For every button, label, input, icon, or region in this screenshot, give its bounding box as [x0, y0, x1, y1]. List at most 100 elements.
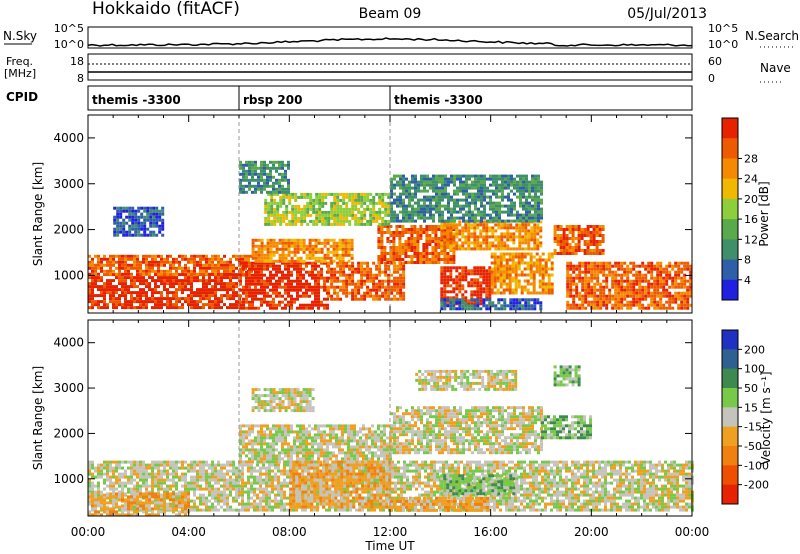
- heatmap-cell: [589, 252, 593, 255]
- heatmap-cell: [490, 267, 494, 271]
- heatmap-cell: [539, 304, 543, 308]
- heatmap-cell: [496, 270, 500, 274]
- heatmap-cell: [488, 304, 492, 308]
- heatmap-cell: [133, 478, 136, 482]
- heatmap-cell: [647, 294, 651, 298]
- heatmap-cell: [456, 210, 459, 214]
- heatmap-cell: [393, 198, 396, 202]
- heatmap-cell: [536, 244, 540, 248]
- heatmap-cell: [302, 241, 306, 245]
- heatmap-cell: [508, 291, 512, 295]
- heatmap-cell: [314, 300, 317, 304]
- heatmap-cell: [601, 237, 605, 240]
- freq-label-bottom: [MHz]: [4, 67, 36, 80]
- heatmap-cell: [279, 201, 283, 205]
- heatmap-cell: [540, 189, 543, 193]
- heatmap-cell: [309, 219, 313, 223]
- heatmap-cell: [580, 249, 584, 252]
- heatmap-cell: [217, 276, 220, 280]
- heatmap-cell: [311, 247, 315, 251]
- heatmap-cell: [214, 297, 217, 301]
- heatmap-cell: [467, 284, 471, 288]
- heatmap-cell: [506, 244, 510, 248]
- heatmap-cell: [435, 204, 438, 208]
- heatmap-cell: [196, 306, 199, 310]
- heatmap-cell: [181, 266, 184, 270]
- heatmap-cell: [540, 183, 543, 187]
- heatmap-cell: [387, 222, 391, 226]
- heatmap-cell: [94, 266, 97, 270]
- heatmap-cell: [656, 291, 660, 295]
- heatmap-cell: [199, 288, 202, 292]
- heatmap-cell: [614, 285, 618, 289]
- heatmap-cell: [396, 279, 400, 283]
- heatmap-cell: [438, 216, 441, 220]
- heatmap-cell: [366, 273, 370, 277]
- heatmap-cell: [408, 201, 411, 205]
- heatmap-cell: [503, 232, 507, 236]
- heatmap-cell: [389, 258, 393, 261]
- heatmap-cell: [272, 241, 276, 245]
- heatmap-cell: [184, 269, 187, 273]
- heatmap-cell: [550, 261, 554, 265]
- heatmap-cell: [392, 252, 396, 255]
- heatmap-cell: [336, 279, 340, 283]
- heatmap-cell: [377, 243, 381, 246]
- heatmap-cell: [514, 279, 518, 283]
- heatmap-cell: [196, 300, 199, 304]
- heatmap-cell: [614, 306, 618, 310]
- heatmap-cell: [269, 288, 272, 292]
- heatmap-cell: [239, 190, 242, 194]
- heatmap-cell: [251, 267, 254, 271]
- heatmap-cell: [565, 228, 569, 231]
- heatmap-cell: [311, 264, 314, 268]
- heatmap-cell: [461, 232, 465, 236]
- heatmap-cell: [572, 264, 576, 268]
- heatmap-cell: [335, 250, 339, 254]
- heatmap-cell: [488, 244, 492, 248]
- heatmap-cell: [626, 288, 630, 292]
- heatmap-cell: [665, 288, 669, 292]
- heatmap-cell: [464, 247, 468, 251]
- heatmap-cell: [124, 266, 127, 270]
- heatmap-cell: [199, 300, 202, 304]
- heatmap-cell: [305, 244, 309, 248]
- heatmap-cell: [503, 307, 507, 311]
- heatmap-cell: [665, 282, 669, 286]
- heatmap-cell: [312, 207, 316, 211]
- heatmap-cell: [425, 258, 429, 261]
- heatmap-cell: [136, 463, 139, 467]
- heatmap-cell: [97, 490, 100, 494]
- heatmap-cell: [520, 252, 524, 256]
- heatmap-cell: [109, 288, 112, 292]
- heatmap-cell: [479, 244, 483, 248]
- heatmap-cell: [263, 163, 266, 167]
- heatmap-cell: [479, 296, 483, 300]
- heatmap-cell: [363, 210, 367, 214]
- heatmap-cell: [88, 484, 91, 488]
- heatmap-cell: [485, 298, 489, 302]
- heatmap-cell: [166, 303, 169, 307]
- heatmap-cell: [434, 252, 438, 255]
- heatmap-cell: [263, 244, 267, 248]
- heatmap-cell: [175, 276, 178, 280]
- heatmap-cell: [474, 201, 477, 205]
- heatmap-cell: [324, 195, 328, 199]
- heatmap-cell: [485, 247, 489, 251]
- heatmap-cell: [351, 264, 355, 268]
- heatmap-cell: [533, 241, 537, 245]
- heatmap-cell: [290, 285, 293, 289]
- heatmap-cell: [525, 207, 528, 211]
- heatmap-cell: [242, 187, 245, 191]
- heatmap-cell: [344, 244, 348, 248]
- heatmap-cell: [389, 240, 393, 243]
- heatmap-cell: [248, 276, 251, 280]
- heatmap-cell: [208, 294, 211, 298]
- heatmap-cell: [375, 201, 379, 205]
- heatmap-cell: [541, 258, 545, 262]
- heatmap-cell: [547, 291, 551, 295]
- heatmap-cell: [136, 505, 139, 509]
- heatmap-cell: [431, 231, 435, 234]
- heatmap-cell: [590, 291, 594, 295]
- heatmap-cell: [644, 306, 648, 310]
